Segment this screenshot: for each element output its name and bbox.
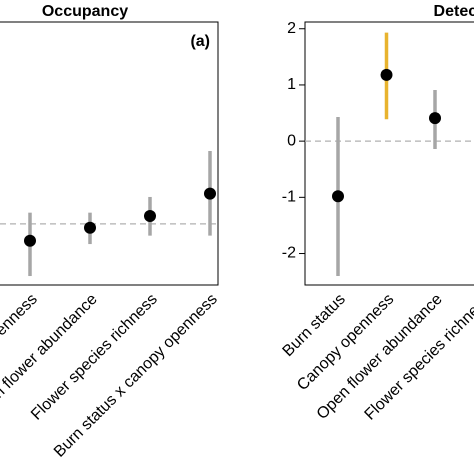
point xyxy=(144,210,156,223)
point xyxy=(84,221,96,234)
y-tick-label: 2 xyxy=(287,20,296,37)
y-tick-label: -1 xyxy=(282,189,296,206)
point xyxy=(24,234,36,247)
y-tick-label: 0 xyxy=(287,132,296,149)
panel-title: Occupancy xyxy=(42,3,128,20)
panel-title: Detection xyxy=(434,3,474,20)
plot-frame xyxy=(0,21,219,286)
point xyxy=(429,112,441,125)
x-tick-label: Flower species richness xyxy=(28,291,161,424)
point xyxy=(332,190,344,203)
y-tick-label: -2 xyxy=(282,245,296,262)
plot-frame xyxy=(304,21,474,286)
y-tick-label: 1 xyxy=(287,76,296,93)
panel-label: (a) xyxy=(190,33,210,50)
point xyxy=(380,68,393,81)
point xyxy=(204,187,216,200)
